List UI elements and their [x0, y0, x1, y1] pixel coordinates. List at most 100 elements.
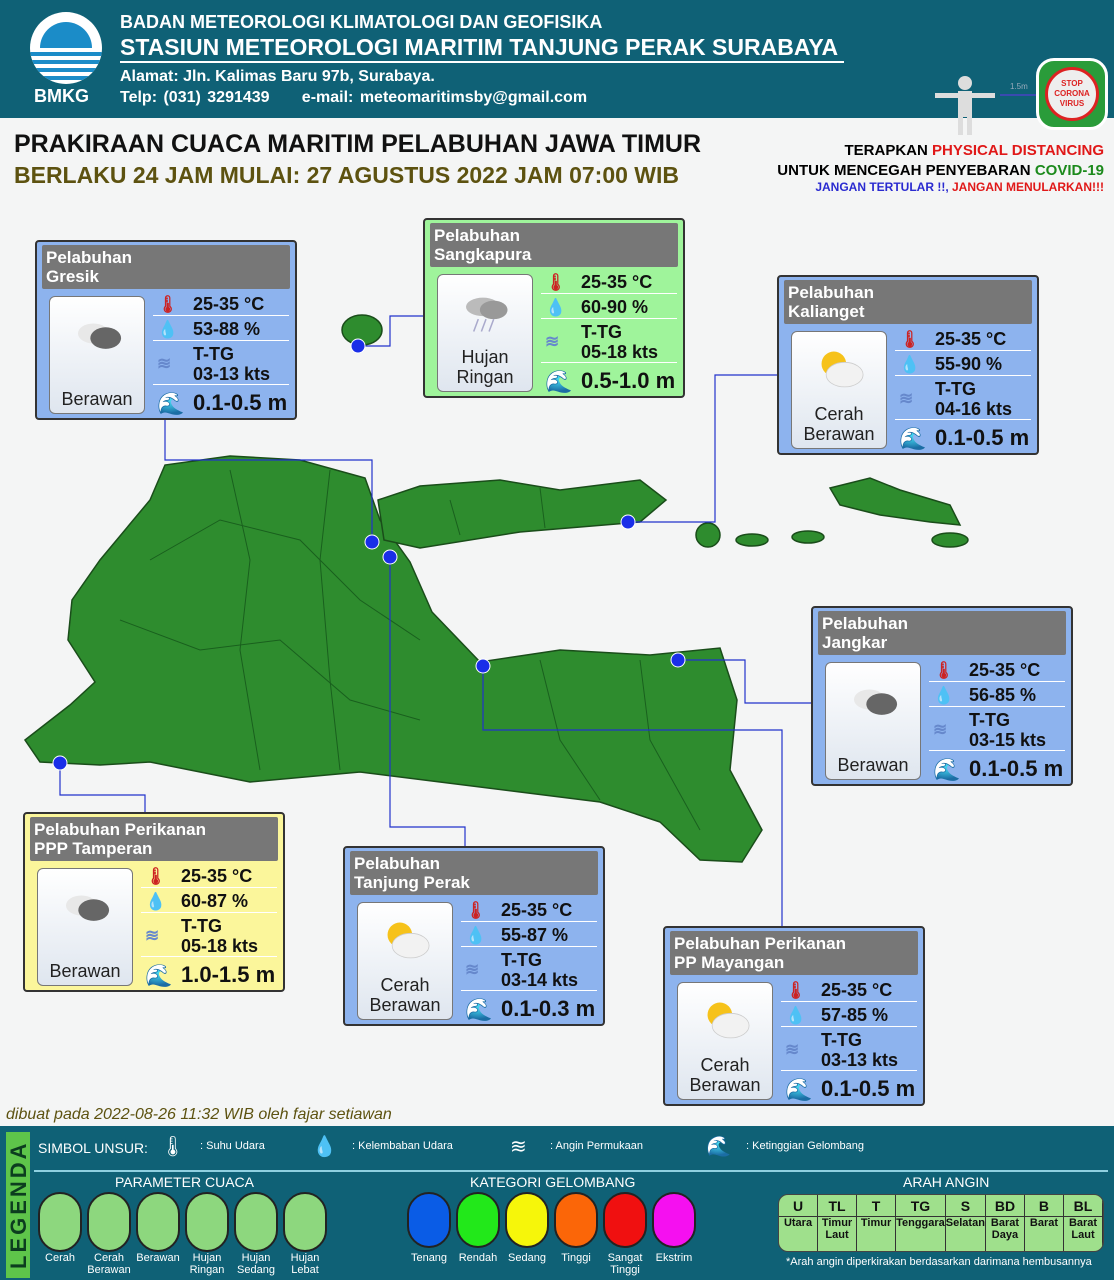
wind-icon: ≋ [785, 1040, 800, 1059]
east-java-map [23, 314, 969, 926]
symbol-label: : Kelembaban Udara [352, 1140, 453, 1152]
port-card-mayangan: Pelabuhan Perikanan PP Mayangan Cerah Be… [663, 926, 925, 1106]
humidity-value: 55-90 % [935, 354, 1003, 374]
wind-icon: ≋ [545, 332, 560, 351]
cloudy-icon [78, 323, 122, 349]
wind-speed: 05-18 kts [181, 936, 259, 956]
port-name: Pelabuhan Perikanan PP Mayangan [670, 931, 918, 975]
wind-name: Barat Daya [990, 1217, 1020, 1241]
symbol-label: : Ketinggian Gelombang [746, 1140, 865, 1152]
campaign-text: JANGAN TERTULAR !!, [815, 180, 952, 194]
wind-note: *Arah angin diperkirakan berdasarkan dar… [786, 1256, 1092, 1268]
wave-height: 0.1-0.5 m [935, 425, 1030, 450]
wind-speed: 03-14 kts [501, 970, 579, 990]
wind-icon: ≋ [933, 720, 948, 739]
cloudy-icon [66, 895, 110, 921]
thermometer-icon: 🌡 [465, 901, 487, 920]
weather-label: Berawan [837, 755, 909, 775]
wind-name: Timur [860, 1217, 892, 1229]
stop-corona-badge: STOP CORONA VIRUS [1036, 58, 1108, 130]
weather-legend-icon [234, 1192, 278, 1252]
address: Alamat: Jln. Kalimas Baru 97b, Surabaya. [120, 68, 435, 85]
wind-direction: T-TG [969, 710, 1010, 730]
port-marker-kalianget[interactable] [620, 514, 636, 530]
port-marker-tanjung-perak[interactable] [382, 549, 398, 565]
wind-row: ≋ T-TG 03-13 kts [781, 1030, 917, 1071]
partly-cloudy-icon [821, 351, 864, 388]
humidity-value: 60-87 % [181, 891, 249, 911]
weather-box: Hujan Ringan [437, 274, 533, 392]
weather-label: Cerah Berawan [689, 1055, 761, 1095]
thermometer-icon: 🌡 [785, 981, 807, 1000]
temperature-row: 🌡 25-35 °C [781, 980, 917, 1002]
temperature-row: 🌡 25-35 °C [895, 329, 1031, 351]
temperature-row: 🌡 25-35 °C [141, 866, 277, 888]
wave-category-label: Rendah [458, 1252, 498, 1264]
weather-box: Cerah Berawan [357, 902, 453, 1020]
wind-row: ≋ T-TG 04-16 kts [895, 379, 1031, 420]
wave-category-label: Tenang [410, 1252, 448, 1264]
legend: LEGENDA SIMBOL UNSUR: 🌡: Suhu Udara 💧: Ke… [0, 1126, 1114, 1280]
temperature-value: 25-35 °C [581, 272, 653, 292]
wave-category-label: Ekstrim [655, 1252, 693, 1264]
distance-arrow [1000, 94, 1036, 96]
port-name: Pelabuhan Sangkapura [430, 223, 678, 267]
port-marker-gresik[interactable] [364, 534, 380, 550]
wave-icon: 🌊 [157, 391, 185, 416]
humidity-row: 💧 60-87 % [141, 891, 277, 913]
humidity-icon: 💧 [145, 892, 167, 911]
wind-direction-cell: U Utara [779, 1195, 819, 1251]
weather-legend-label: Cerah Berawan [87, 1252, 131, 1276]
wind-icon: ≋ [157, 354, 172, 373]
wind-row: ≋ T-TG 03-15 kts [929, 710, 1065, 751]
thermometer-icon: 🌡 [899, 330, 921, 349]
weather-legend-icon [38, 1192, 82, 1252]
valid-period: BERLAKU 24 JAM MULAI: 27 AGUSTUS 2022 JA… [14, 162, 680, 188]
humidity-row: 💧 55-90 % [895, 354, 1031, 376]
symbol-label: : Angin Permukaan [550, 1140, 643, 1152]
port-card-tanjung-perak: Pelabuhan Tanjung Perak Cerah Berawan 🌡 2… [343, 846, 605, 1026]
weather-box: Berawan [825, 662, 921, 780]
port-marker-mayangan[interactable] [475, 658, 491, 674]
wave-category-swatch [603, 1192, 647, 1248]
wave-category-swatch [554, 1192, 598, 1248]
campaign-line-3: JANGAN TERTULAR !!, JANGAN MENULARKAN!!! [815, 180, 1104, 194]
humidity-row: 💧 55-87 % [461, 925, 597, 947]
person-figure-icon [935, 76, 995, 135]
wind-code: U [779, 1195, 818, 1217]
port-name: Pelabuhan Kalianget [784, 280, 1032, 324]
wind-name: Selatan [945, 1217, 985, 1229]
wind-speed: 05-18 kts [581, 342, 659, 362]
station-name: STASIUN METEOROLOGI MARITIM TANJUNG PERA… [120, 34, 845, 63]
humidity-row: 💧 53-88 % [153, 319, 289, 341]
wind-direction-cell: TL Timur Laut [818, 1195, 858, 1251]
port-name: Pelabuhan Jangkar [818, 611, 1066, 655]
wind-direction: T-TG [935, 379, 976, 399]
partly-cloudy-icon [387, 922, 430, 959]
wave-legend-title: KATEGORI GELOMBANG [470, 1174, 636, 1190]
humidity-icon: 💧 [785, 1006, 807, 1025]
weather-legend-label: Hujan Ringan [189, 1252, 225, 1276]
temperature-row: 🌡 25-35 °C [461, 900, 597, 922]
thermometer-icon: 🌡 [545, 273, 567, 292]
wave-height: 1.0-1.5 m [181, 962, 276, 987]
wind-speed: 03-15 kts [969, 730, 1047, 750]
temperature-value: 25-35 °C [501, 900, 573, 920]
port-marker-sangkapura[interactable] [350, 338, 366, 354]
distance-label: 1.5m [1010, 82, 1028, 91]
port-marker-tamperan[interactable] [52, 755, 68, 771]
weather-legend-label: Hujan Sedang [237, 1252, 275, 1276]
port-marker-jangkar[interactable] [670, 652, 686, 668]
wave-category-label: Tinggi [561, 1252, 591, 1264]
wind-code: BD [985, 1195, 1024, 1217]
wave-category-swatch [407, 1192, 451, 1248]
campaign-highlight: JANGAN MENULARKAN!!! [952, 180, 1104, 194]
campaign-line-1: TERAPKAN PHYSICAL DISTANCING [845, 142, 1104, 159]
weather-label: Berawan [61, 389, 133, 409]
wind-code: BL [1064, 1195, 1103, 1217]
port-card-kalianget: Pelabuhan Kalianget Cerah Berawan 🌡 25-35… [777, 275, 1039, 455]
wind-name: Utara [783, 1217, 813, 1229]
weather-legend-icon [87, 1192, 131, 1252]
symbol-label: : Suhu Udara [200, 1140, 265, 1152]
cloudy-icon [854, 689, 898, 715]
